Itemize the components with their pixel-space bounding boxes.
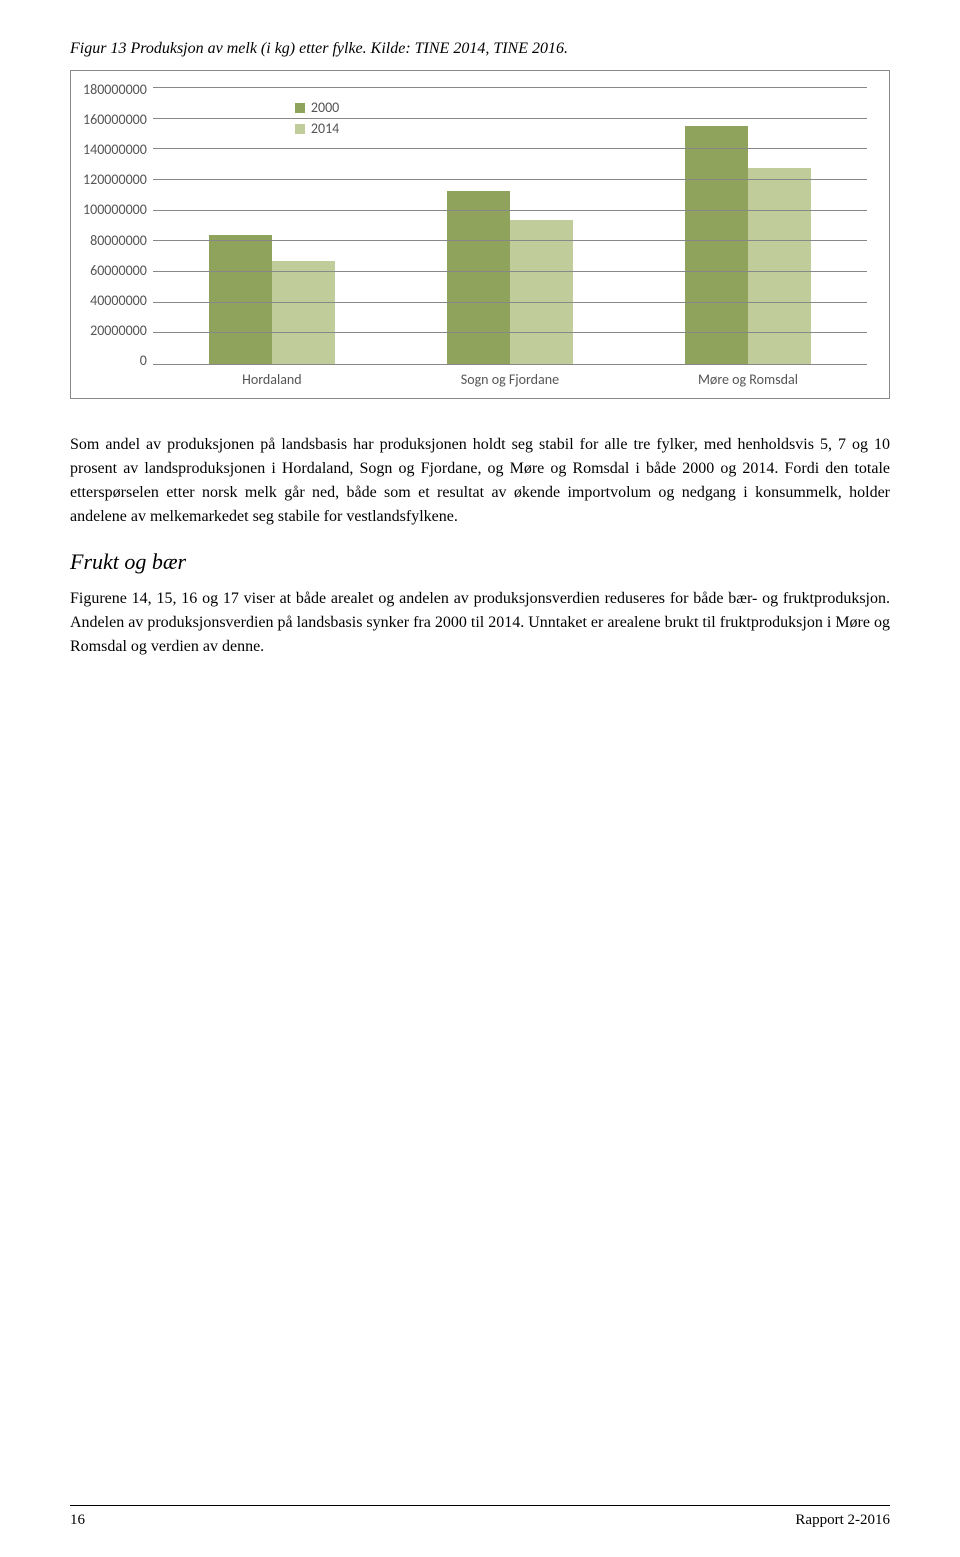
bar xyxy=(447,191,510,364)
x-tick-label: Hordaland xyxy=(197,371,347,388)
gridline xyxy=(153,210,867,211)
milk-production-chart: 180000000 160000000 140000000 120000000 1000… xyxy=(70,70,890,399)
plot-area: 20002014 xyxy=(153,89,867,365)
bar xyxy=(272,261,335,364)
x-tick-label: Møre og Romsdal xyxy=(673,371,823,388)
x-tick-label: Sogn og Fjordane xyxy=(435,371,585,388)
page-number: 16 xyxy=(70,1512,85,1529)
paragraph-2: Figurene 14, 15, 16 og 17 viser at både … xyxy=(70,587,890,659)
gridline xyxy=(153,271,867,272)
gridline xyxy=(153,87,867,88)
y-tick-label: 20000000 xyxy=(90,322,147,339)
gridline xyxy=(153,148,867,149)
figure-caption: Figur 13 Produksjon av melk (i kg) etter… xyxy=(70,40,890,58)
paragraph-1: Som andel av produksjonen på landsbasis … xyxy=(70,433,890,529)
y-tick-label: 100000000 xyxy=(83,201,147,218)
y-tick-label: 0 xyxy=(140,352,147,369)
page-footer: 16 Rapport 2-2016 xyxy=(70,1505,890,1529)
bar xyxy=(209,235,272,364)
x-axis: Hordaland Sogn og Fjordane Møre og Romsdal xyxy=(153,371,867,388)
y-tick-label: 180000000 xyxy=(83,81,147,98)
bar-group xyxy=(447,191,573,364)
bar-group xyxy=(209,235,335,364)
gridline xyxy=(153,332,867,333)
gridline xyxy=(153,118,867,119)
report-id: Rapport 2-2016 xyxy=(795,1512,890,1529)
bar xyxy=(748,168,811,364)
gridline xyxy=(153,302,867,303)
y-tick-label: 80000000 xyxy=(90,232,147,249)
gridline xyxy=(153,179,867,180)
gridline xyxy=(153,240,867,241)
y-tick-label: 60000000 xyxy=(90,262,147,279)
y-tick-label: 120000000 xyxy=(83,171,147,188)
section-heading: Frukt og bær xyxy=(70,549,890,575)
y-tick-label: 140000000 xyxy=(83,141,147,158)
y-tick-label: 160000000 xyxy=(83,111,147,128)
bar xyxy=(685,126,748,364)
bar-group xyxy=(685,126,811,364)
bar xyxy=(510,220,573,364)
y-tick-label: 40000000 xyxy=(90,292,147,309)
y-axis: 180000000 160000000 140000000 120000000 1000… xyxy=(83,81,153,369)
